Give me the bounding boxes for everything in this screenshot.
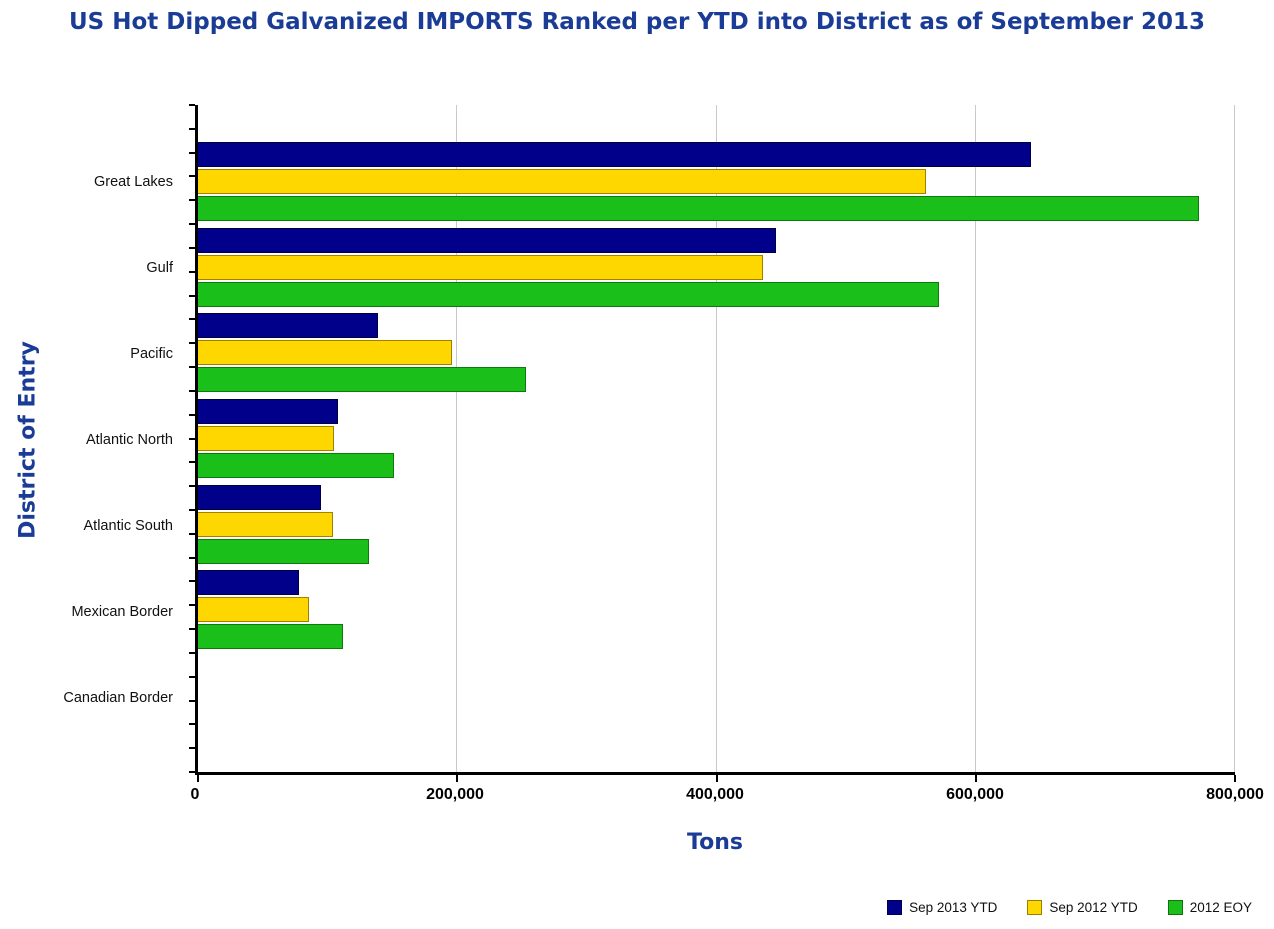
y-tick (189, 556, 195, 559)
legend-item: Sep 2012 YTD (1027, 900, 1138, 915)
x-axis-title: Tons (687, 830, 743, 855)
y-tick (189, 175, 195, 178)
bar (198, 624, 344, 650)
bar (198, 426, 335, 452)
y-tick (189, 127, 195, 130)
legend-label: Sep 2013 YTD (909, 900, 998, 915)
gridline (715, 105, 717, 772)
x-tick-label: 0 (190, 786, 200, 803)
chart-title: US Hot Dipped Galvanized IMPORTS Ranked … (68, 9, 1206, 35)
y-tick (189, 580, 195, 583)
legend-swatch (1167, 900, 1183, 915)
bar (198, 281, 940, 307)
y-tick (189, 628, 195, 631)
legend-label: Sep 2012 YTD (1049, 900, 1138, 915)
gridline (456, 105, 458, 772)
x-tick-label: 200,000 (426, 786, 484, 803)
bar (198, 570, 300, 596)
y-tick (189, 437, 195, 440)
y-tick (189, 461, 195, 464)
bar (198, 227, 777, 253)
y-tick (189, 246, 195, 249)
x-tick (456, 775, 459, 782)
bar (198, 340, 453, 366)
bar (198, 169, 927, 195)
y-tick (189, 675, 195, 678)
bar (198, 597, 310, 623)
legend-swatch (887, 900, 903, 915)
bar (198, 484, 322, 510)
bar (198, 538, 370, 564)
category-label: Atlantic South (83, 518, 173, 534)
category-label: Canadian Border (63, 690, 173, 706)
bar (198, 367, 526, 393)
legend: Sep 2013 YTD Sep 2012 YTD 2012 EOY (887, 900, 1252, 915)
y-tick (189, 485, 195, 488)
plot-area (189, 104, 1236, 782)
y-tick (189, 699, 195, 702)
x-tick (974, 775, 977, 782)
x-tick (1234, 775, 1236, 782)
bar (198, 453, 394, 479)
y-tick (189, 104, 195, 106)
x-tick (715, 775, 718, 782)
bars-area (198, 105, 1235, 772)
y-tick (189, 413, 195, 416)
bar (198, 254, 764, 280)
category-label: Great Lakes (94, 174, 173, 190)
y-tick (189, 508, 195, 511)
gridline (974, 105, 976, 772)
category-label: Atlantic North (85, 432, 173, 448)
bar (198, 142, 1032, 168)
y-tick (189, 151, 195, 154)
y-tick (189, 199, 195, 202)
legend-item: Sep 2013 YTD (887, 900, 997, 915)
y-tick (189, 366, 195, 369)
x-tick-label: 600,000 (946, 786, 1004, 803)
bar (198, 399, 338, 425)
y-tick (189, 294, 195, 297)
category-label: Gulf (146, 260, 173, 276)
category-label: Pacific (130, 346, 173, 362)
y-tick (189, 270, 195, 273)
bar (198, 196, 1199, 222)
x-tick (197, 775, 199, 782)
y-tick (189, 342, 195, 345)
y-tick (189, 651, 195, 654)
y-tick (189, 723, 195, 726)
bar-group (198, 396, 1235, 482)
category-axis-labels: Great Lakes Gulf Pacific Atlantic North Atla… (0, 105, 184, 775)
y-tick (189, 771, 195, 773)
x-tick-label: 400,000 (686, 786, 744, 803)
legend-label: 2012 EOY (1189, 900, 1252, 915)
bar-group (198, 225, 1235, 311)
legend-item: 2012 EOY (1167, 900, 1252, 915)
y-tick (189, 532, 195, 535)
bar-group (198, 652, 1235, 738)
y-tick (189, 389, 195, 392)
gridline (1234, 105, 1235, 772)
bar-group (198, 310, 1235, 396)
x-axis-tick-labels: 0 200,000 400,000 600,000 800,000 (191, 786, 1264, 810)
y-tick (189, 604, 195, 607)
bar-group (198, 481, 1235, 567)
bar (198, 511, 333, 537)
bar-group (198, 567, 1235, 653)
y-tick (189, 318, 195, 321)
y-tick (189, 747, 195, 750)
bar (198, 313, 379, 339)
y-tick (189, 223, 195, 226)
bar-group (198, 139, 1235, 225)
category-label: Mexican Border (71, 604, 173, 620)
x-tick-label: 800,000 (1206, 786, 1264, 803)
legend-swatch (1027, 900, 1043, 915)
